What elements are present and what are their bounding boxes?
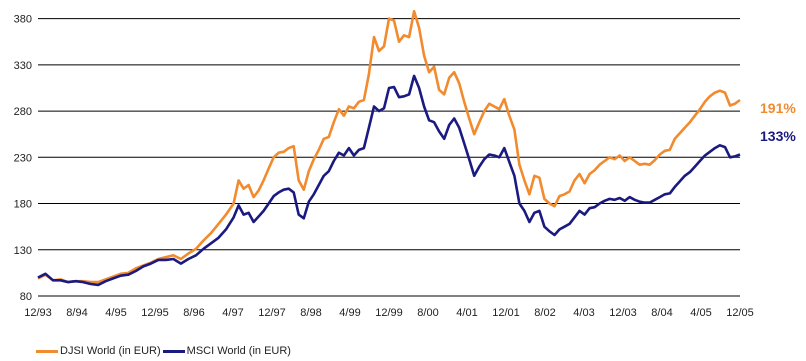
x-tick-label: 12/03 xyxy=(609,307,637,319)
x-tick-label: 8/96 xyxy=(183,307,204,319)
y-axis-ticks: 80 130 180 230 280 330 380 xyxy=(14,14,32,303)
y-tick-label: 180 xyxy=(14,199,32,211)
x-tick-label: 8/00 xyxy=(417,307,438,319)
legend-label-djsi: DJSI World (in EUR) xyxy=(60,345,161,357)
legend-item-djsi: DJSI World (in EUR) xyxy=(36,345,161,357)
gridlines xyxy=(38,18,740,297)
legend-swatch-djsi xyxy=(36,349,58,353)
x-axis-ticks: 12/93 8/94 4/95 12/95 8/96 4/97 12/97 8/98 4/99 1… xyxy=(24,307,754,319)
end-labels: 191% 133% xyxy=(760,100,796,144)
x-tick-label: 8/04 xyxy=(651,307,672,319)
end-label-djsi: 191% xyxy=(760,100,796,116)
x-tick-label: 12/95 xyxy=(141,307,169,319)
x-tick-label: 4/99 xyxy=(339,307,360,319)
legend: DJSI World (in EUR) MSCI World (in EUR) xyxy=(36,345,293,357)
y-tick-label: 330 xyxy=(14,60,32,72)
legend-label-msci: MSCI World (in EUR) xyxy=(186,345,291,357)
y-tick-label: 280 xyxy=(14,106,32,118)
series-line-msci xyxy=(37,74,741,287)
x-tick-label: 12/01 xyxy=(492,307,520,319)
x-tick-label: 12/99 xyxy=(375,307,403,319)
x-tick-label: 12/93 xyxy=(24,307,52,319)
x-tick-label: 4/03 xyxy=(573,307,594,319)
x-tick-label: 8/02 xyxy=(534,307,555,319)
x-tick-label: 12/97 xyxy=(258,307,286,319)
x-tick-label: 12/05 xyxy=(726,307,754,319)
x-tick-label: 4/05 xyxy=(690,307,711,319)
x-tick-label: 4/95 xyxy=(105,307,126,319)
y-tick-label: 80 xyxy=(20,291,32,303)
y-tick-label: 230 xyxy=(14,152,32,164)
legend-item-msci: MSCI World (in EUR) xyxy=(162,345,291,357)
series-lines xyxy=(37,9,741,287)
series-line-djsi xyxy=(37,9,741,284)
x-tick-label: 8/94 xyxy=(66,307,87,319)
end-label-msci: 133% xyxy=(760,128,796,144)
legend-swatch-msci xyxy=(162,349,185,353)
x-tick-label: 4/01 xyxy=(456,307,477,319)
x-tick-label: 4/97 xyxy=(222,307,243,319)
y-tick-label: 380 xyxy=(14,14,32,26)
y-tick-label: 130 xyxy=(14,245,32,257)
x-tick-label: 8/98 xyxy=(300,307,321,319)
